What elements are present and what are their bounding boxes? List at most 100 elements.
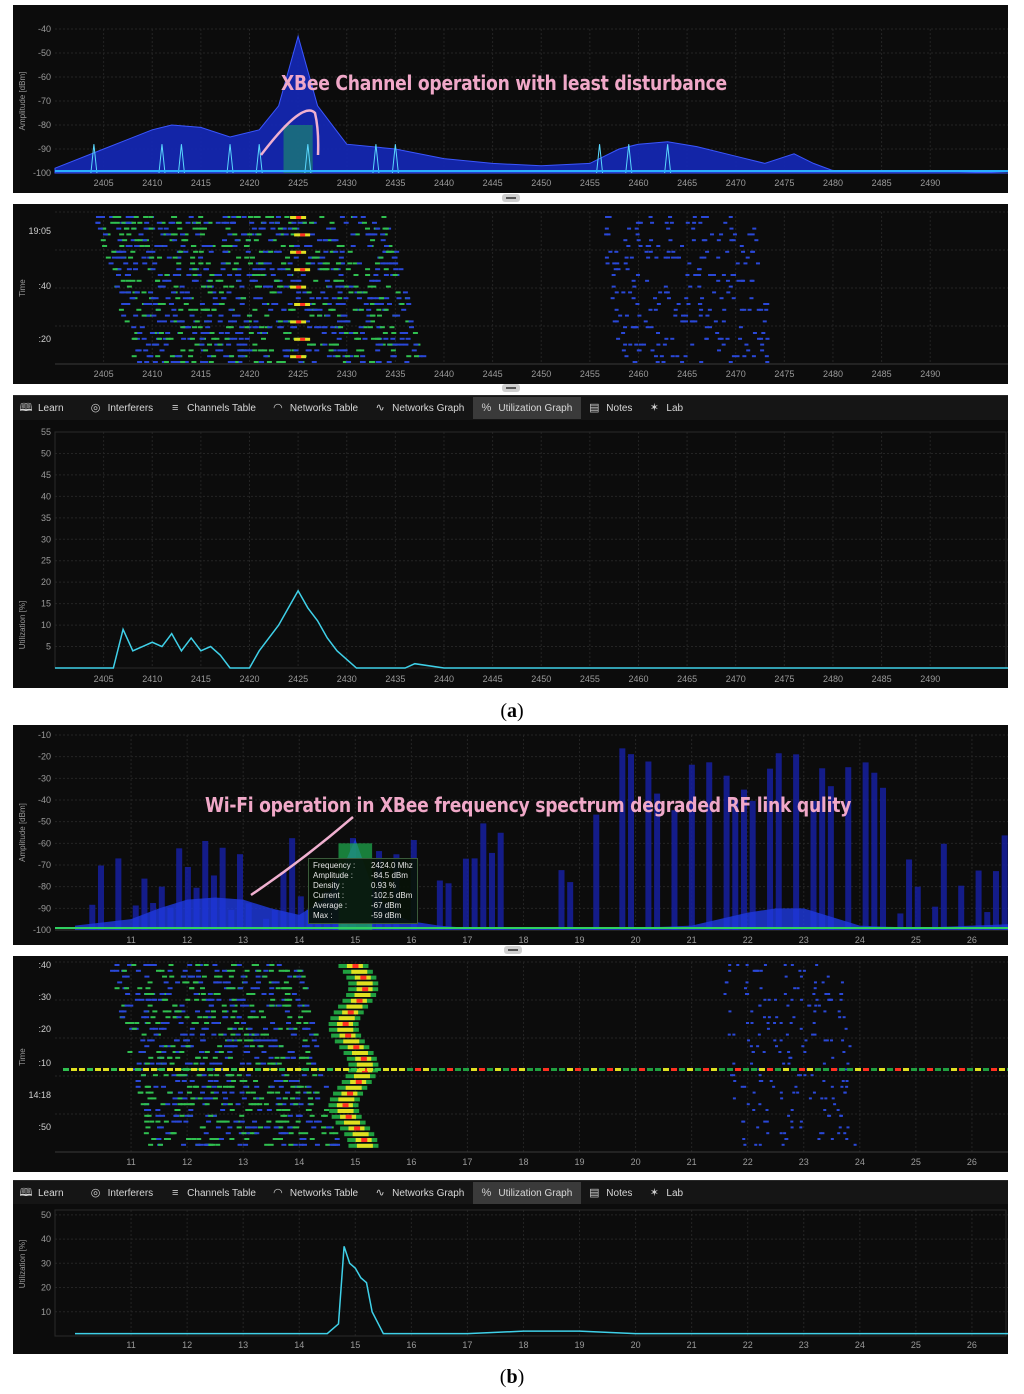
- tab-channels-table[interactable]: ≡ Channels Table: [162, 397, 265, 419]
- wifi-bar: [280, 871, 287, 930]
- waterfall-dot: [625, 268, 630, 271]
- waterfall-dot: [353, 332, 359, 334]
- waterfall-dot: [136, 279, 142, 282]
- tab-interferers[interactable]: ◎ Interferers: [83, 1182, 163, 1204]
- readout-key: Average :: [313, 901, 348, 910]
- interference-line-segment: [807, 1068, 813, 1071]
- waterfall-dot: [392, 274, 398, 276]
- waterfall-dot: [365, 227, 371, 230]
- waterfall-dot: [190, 262, 196, 265]
- waterfall-dot: [380, 233, 386, 236]
- waterfall-dot: [313, 1033, 319, 1036]
- tab-learn[interactable]: 🕮 Learn: [13, 1182, 73, 1204]
- waterfall-dot: [247, 1132, 253, 1135]
- resize-handle-b1[interactable]: [504, 946, 522, 954]
- waterfall-dot: [304, 1045, 310, 1048]
- waterfall-dot: [215, 1022, 221, 1024]
- waterfall-dot: [788, 1056, 792, 1059]
- waterfall-dot: [135, 969, 141, 972]
- y-tick-label: 40: [41, 1234, 51, 1244]
- tab-networks-graph[interactable]: ∿ Networks Graph: [367, 1182, 473, 1204]
- waterfall-dot: [329, 1143, 335, 1146]
- waterfall-dot: [728, 964, 732, 966]
- time-tick-label: :40: [38, 281, 51, 291]
- waterfall-dot: [143, 964, 149, 966]
- waterfall-dot: [621, 291, 626, 294]
- x-tick-label: 20: [631, 1157, 641, 1167]
- waterfall-dot: [307, 1056, 313, 1059]
- waterfall-dot: [287, 262, 293, 265]
- resize-handle-a1[interactable]: [502, 194, 520, 202]
- tab-interferers[interactable]: ◎ Interferers: [83, 397, 163, 419]
- tab-lab[interactable]: ✶ Lab: [641, 1182, 692, 1204]
- waterfall-dot: [373, 274, 379, 276]
- waterfall-dot: [150, 297, 156, 300]
- waterfall-dot: [155, 279, 161, 282]
- tab-notes[interactable]: ▤ Notes: [581, 397, 641, 419]
- x-tick-label: 2490: [920, 178, 940, 188]
- waterfall-hot-core: [296, 216, 302, 219]
- waterfall-dot: [252, 326, 258, 329]
- waterfall-dot: [173, 320, 179, 323]
- tab-learn[interactable]: 🕮 Learn: [13, 397, 73, 419]
- tab-networks-graph[interactable]: ∿ Networks Graph: [367, 397, 473, 419]
- waterfall-dot: [343, 332, 349, 334]
- waterfall-dot: [750, 233, 755, 236]
- resize-handle-a2[interactable]: [502, 384, 520, 392]
- x-tick-label: 2415: [191, 369, 211, 379]
- interference-line-segment: [863, 1068, 869, 1071]
- waterfall-dot: [189, 987, 195, 990]
- wifi-icon: ◠: [273, 1187, 283, 1199]
- x-tick-label: 18: [518, 1340, 528, 1350]
- waterfall-dot: [844, 1027, 848, 1030]
- x-tick-label: 2405: [94, 178, 114, 188]
- tab-utilization-graph[interactable]: % Utilization Graph: [473, 397, 582, 419]
- waterfall-dot: [285, 987, 291, 990]
- waterfall-dot: [245, 250, 251, 253]
- waterfall-dot: [229, 285, 235, 288]
- waterfall-dot: [831, 1097, 835, 1100]
- waterfall-dot: [356, 297, 362, 300]
- waterfall-dot: [288, 1132, 294, 1135]
- y-tick-label: 55: [41, 427, 51, 437]
- x-tick-label: 2475: [774, 674, 794, 684]
- waterfall-dot: [227, 274, 233, 276]
- waterfall-hot-core: [345, 1033, 352, 1038]
- waterfall-dot: [143, 303, 149, 305]
- interference-line-segment: [391, 1068, 397, 1071]
- waterfall-dot: [179, 233, 185, 236]
- tab-notes[interactable]: ▤ Notes: [581, 1182, 641, 1204]
- waterfall-dot: [244, 326, 250, 329]
- waterfall-dot: [251, 964, 257, 966]
- plot-border: [54, 1209, 1007, 1337]
- waterfall-dot: [208, 1114, 214, 1117]
- waterfall-dot: [324, 262, 330, 265]
- tab-lab[interactable]: ✶ Lab: [641, 397, 692, 419]
- waterfall-dot: [390, 349, 396, 352]
- waterfall-dot: [761, 332, 766, 334]
- waterfall-dot: [227, 1126, 233, 1129]
- waterfall-dot: [101, 227, 107, 230]
- waterfall-dot: [160, 1103, 166, 1106]
- waterfall-dot: [843, 1132, 847, 1135]
- waterfall-dot: [356, 349, 362, 352]
- waterfall-dot: [697, 274, 702, 276]
- waterfall-dot: [198, 250, 204, 253]
- waterfall-dot: [218, 1051, 224, 1053]
- waterfall-dot: [127, 1051, 133, 1053]
- interference-line-segment: [263, 1068, 269, 1071]
- waterfall-dot: [172, 1051, 178, 1053]
- tab-channels-table[interactable]: ≡ Channels Table: [162, 1182, 265, 1204]
- waterfall-hot-dot: [356, 981, 373, 986]
- y-tick-label: 20: [41, 1283, 51, 1293]
- x-tick-label: 2445: [483, 369, 503, 379]
- waterfall-dot: [333, 1132, 339, 1135]
- waterfall-dot: [296, 1085, 302, 1088]
- waterfall-dot: [366, 308, 372, 311]
- tab-label: Utilization Graph: [498, 1187, 573, 1199]
- tab-utilization-graph[interactable]: % Utilization Graph: [473, 1182, 582, 1204]
- tab-networks-table[interactable]: ◠ Networks Table: [265, 1182, 367, 1204]
- waterfall-dot: [354, 233, 360, 236]
- tab-networks-table[interactable]: ◠ Networks Table: [265, 397, 367, 419]
- waterfall-dot: [339, 216, 345, 218]
